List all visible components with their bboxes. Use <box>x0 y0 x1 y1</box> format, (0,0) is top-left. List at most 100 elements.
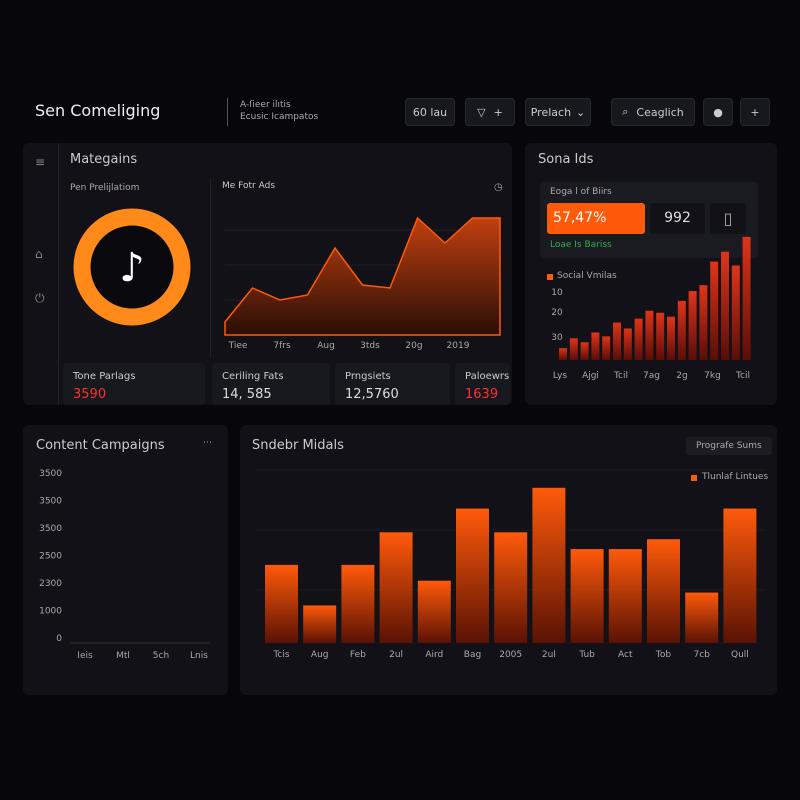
icon[interactable]: ≡ <box>35 155 46 169</box>
bar <box>731 265 740 360</box>
x-tick-label: Qull <box>731 650 749 660</box>
bar <box>699 285 708 360</box>
legend-swatch <box>691 475 697 481</box>
bar <box>742 236 751 360</box>
x-tick-label: 7ag <box>643 371 660 381</box>
bar <box>569 338 578 360</box>
bar <box>602 336 611 360</box>
summary-card: Eoga l of Biirs 57,47% 992 ▯ Loae Is Bar… <box>540 182 758 258</box>
bar <box>580 342 589 360</box>
menu-icon[interactable]: ⋯ <box>203 438 212 448</box>
x-tick-label: Act <box>618 650 633 660</box>
dropdown-label: Prelach <box>530 105 572 119</box>
info-icon: ◷ <box>494 182 503 193</box>
divider <box>227 98 228 126</box>
x-tick-label: Ieis <box>77 651 93 661</box>
bar <box>710 261 719 360</box>
x-tick-label: Tub <box>578 650 595 660</box>
card-title: Eoga l of Biirs <box>550 187 612 197</box>
y-tick-label: 20 <box>551 308 563 318</box>
y-tick-label: 1000 <box>39 607 62 617</box>
panel-title: Sona Ids <box>538 152 594 167</box>
logo-icon: ♪ <box>119 245 145 291</box>
search[interactable]: ⌕ Ceaglich <box>611 98 695 126</box>
x-tick-label: 3tds <box>360 341 380 351</box>
chart-title: Me Fotr Ads <box>222 181 276 191</box>
subtitle: A-ſieer ilıtis <box>240 100 291 110</box>
bar <box>570 549 604 643</box>
stat-card: Tone Parlags 3590 <box>63 363 205 405</box>
bar <box>677 300 686 360</box>
icon-button[interactable]: ● <box>703 98 733 126</box>
button[interactable]: + <box>740 98 770 126</box>
count: 992 <box>650 203 705 234</box>
x-tick-label: Lys <box>553 371 568 381</box>
legend-label: Tlunlaf Lintues <box>702 472 769 482</box>
x-tick-label: 5ch <box>153 651 169 661</box>
bar <box>494 532 528 643</box>
y-tick-label: 2500 <box>39 552 62 562</box>
x-tick-label: Feb <box>350 650 366 660</box>
x-tick-label: Bag <box>464 650 481 660</box>
logo-bg <box>91 226 173 308</box>
x-tick-label: Ajgi <box>582 371 599 381</box>
x-tick-label: 2g <box>676 371 687 381</box>
bar <box>265 564 298 643</box>
x-tick-label: 2005 <box>499 650 522 660</box>
sidebar: ≡ ⌂ ⏻ <box>23 143 59 405</box>
y-tick-label: 3500 <box>39 497 62 507</box>
y-tick-label: 10 <box>551 288 563 298</box>
bar <box>379 532 413 643</box>
bar <box>645 310 654 360</box>
stat-label: Tone Parlags <box>73 371 136 382</box>
x-tick-label: Tiee <box>228 341 248 351</box>
area <box>224 216 501 336</box>
x-tick-label: Lnis <box>190 651 208 661</box>
x-tick-label: Mtl <box>116 651 130 661</box>
y-tick-label: 30 <box>551 333 563 343</box>
x-tick-label: Tcis <box>272 650 289 660</box>
y-tick-label: 0 <box>56 634 62 644</box>
stat-card: Paloewrs 1639 <box>455 363 510 405</box>
button[interactable]: ▽ + <box>465 98 515 126</box>
button[interactable]: 60 lau <box>405 98 455 126</box>
icon[interactable]: ⌂ <box>35 247 43 261</box>
button[interactable]: Prografe Sums <box>686 437 772 455</box>
icon[interactable]: ⏻ <box>35 291 45 305</box>
card-note: Loae Is Bariss <box>550 240 612 250</box>
y-tick-label: 3500 <box>39 524 62 534</box>
stat-card: Prngsiets 12,5760 <box>335 363 450 405</box>
bar <box>667 316 675 360</box>
stat-label: Ceriling Fats <box>222 371 284 382</box>
x-tick-label: Tcil <box>735 371 750 381</box>
x-tick-label: Aird <box>425 650 443 660</box>
x-tick-label: 2ul <box>542 650 556 660</box>
bar <box>559 348 567 360</box>
panel-subtitle: Pen Prelijlatiom <box>70 183 140 193</box>
bar <box>591 332 600 360</box>
bar <box>685 592 719 643</box>
stat-value: 12,5760 <box>345 387 399 402</box>
stat-value: 1639 <box>465 387 499 402</box>
search-label: Ceaglich <box>636 105 684 119</box>
x-tick-label: Tcil <box>613 371 628 381</box>
x-tick-label: 20g <box>405 341 422 351</box>
bar <box>721 251 729 360</box>
bar <box>688 291 697 360</box>
icon-button[interactable]: ▯ <box>710 203 746 234</box>
y-tick-label: 2300 <box>39 579 62 589</box>
bar <box>456 508 489 643</box>
bar <box>723 508 757 643</box>
x-tick-label: 7kg <box>704 371 721 381</box>
x-tick-label: Tob <box>655 650 671 660</box>
legend-swatch <box>547 274 553 280</box>
panel-title: Content Campaigns <box>36 438 165 453</box>
subtitle: Ecusic Icampatos <box>240 112 319 122</box>
bar <box>608 549 642 643</box>
bar <box>303 605 337 643</box>
button-label: + <box>493 105 503 119</box>
x-tick-label: Aug <box>311 650 329 660</box>
dropdown[interactable]: Prelach ⌄ <box>525 98 591 126</box>
